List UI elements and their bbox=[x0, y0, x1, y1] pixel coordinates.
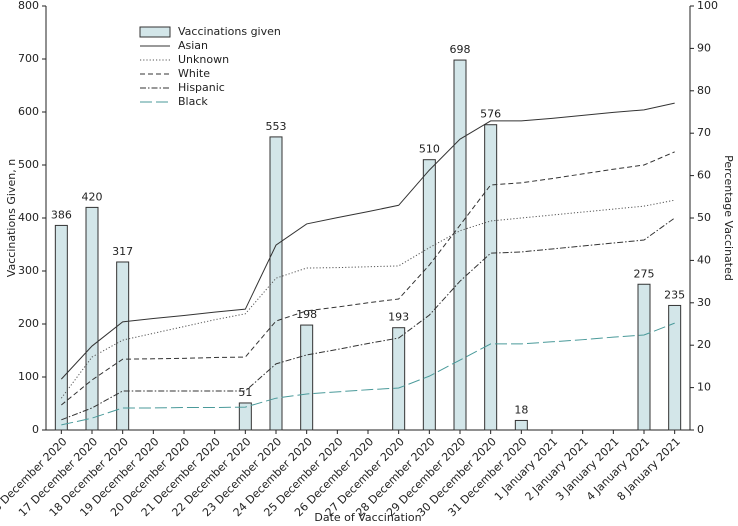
bar-value-label: 198 bbox=[296, 308, 317, 321]
y2-tick-label: 50 bbox=[697, 211, 711, 224]
legend-swatch bbox=[139, 26, 171, 38]
bar bbox=[453, 59, 467, 431]
bar-value-label: 420 bbox=[82, 190, 103, 203]
bar bbox=[116, 261, 130, 431]
bar-value-label: 317 bbox=[112, 245, 133, 258]
y-axis-label: Vaccinations Given, n bbox=[5, 159, 18, 277]
y2-tick-label: 10 bbox=[697, 381, 711, 394]
bar bbox=[637, 283, 651, 431]
bar-value-label: 18 bbox=[514, 403, 528, 416]
bar bbox=[85, 206, 99, 431]
bar bbox=[300, 324, 314, 431]
line bbox=[60, 102, 675, 380]
y-tick-label: 200 bbox=[18, 317, 39, 330]
line bbox=[61, 322, 675, 426]
y2-tick-label: 40 bbox=[697, 253, 711, 266]
y2-tick-label: 60 bbox=[697, 169, 711, 182]
y2-tick-label: 30 bbox=[697, 296, 711, 309]
bar-value-label: 576 bbox=[480, 108, 501, 121]
y2-tick-label: 100 bbox=[697, 0, 718, 12]
bar bbox=[392, 327, 406, 431]
y-tick-label: 400 bbox=[18, 211, 39, 224]
y2-axis-label: Percentage Vaccinated bbox=[722, 155, 735, 281]
bar-value-label: 553 bbox=[266, 120, 287, 133]
bar-value-label: 386 bbox=[51, 208, 72, 221]
y2-tick-label: 20 bbox=[697, 338, 711, 351]
bar-value-label: 510 bbox=[419, 143, 440, 156]
y2-tick-label: 70 bbox=[697, 126, 711, 139]
y-tick-label: 300 bbox=[18, 264, 39, 277]
bar bbox=[54, 224, 68, 431]
bar bbox=[238, 402, 252, 431]
bar bbox=[484, 124, 498, 431]
bar bbox=[668, 304, 682, 431]
y-tick-label: 0 bbox=[32, 423, 39, 436]
bar-value-label: 235 bbox=[664, 288, 685, 301]
x-axis-label: Date of Vaccination bbox=[314, 511, 421, 524]
legend-label: Vaccinations given bbox=[178, 25, 281, 38]
legend-label: White bbox=[178, 67, 210, 80]
y2-tick-label: 80 bbox=[697, 84, 711, 97]
legend-label: Hispanic bbox=[178, 81, 225, 94]
bar-value-label: 698 bbox=[450, 43, 471, 56]
bar-value-label: 51 bbox=[238, 386, 252, 399]
bar-value-label: 193 bbox=[388, 311, 409, 324]
legend-label: Black bbox=[178, 95, 208, 108]
bar bbox=[422, 159, 436, 431]
legend-label: Unknown bbox=[178, 53, 229, 66]
line bbox=[61, 217, 675, 421]
legend-label: Asian bbox=[178, 39, 208, 52]
line bbox=[61, 151, 675, 406]
line bbox=[60, 199, 675, 399]
bar-value-label: 275 bbox=[634, 267, 655, 280]
y-tick-label: 100 bbox=[18, 370, 39, 383]
y2-tick-label: 90 bbox=[697, 41, 711, 54]
y-tick-label: 500 bbox=[18, 158, 39, 171]
bar bbox=[514, 419, 528, 431]
bar bbox=[269, 136, 283, 431]
y-tick-label: 600 bbox=[18, 105, 39, 118]
y-tick-label: 700 bbox=[18, 52, 39, 65]
y-tick-label: 800 bbox=[18, 0, 39, 12]
y2-tick-label: 0 bbox=[697, 423, 704, 436]
